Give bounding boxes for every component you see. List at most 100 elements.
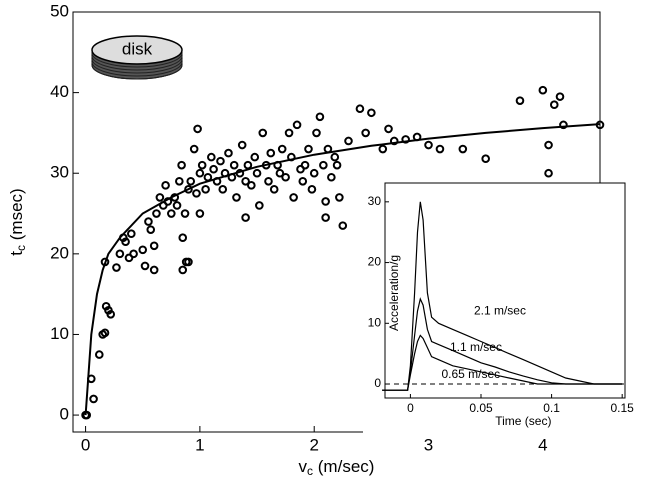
data-point — [201, 185, 210, 194]
data-point — [309, 168, 319, 178]
data-point — [319, 160, 328, 170]
data-point — [192, 189, 201, 198]
data-point — [115, 249, 125, 259]
data-point — [321, 197, 330, 206]
data-point — [435, 144, 445, 154]
data-point — [184, 257, 193, 267]
x-tick-label: 3 — [424, 435, 433, 454]
data-point — [161, 181, 170, 190]
data-point — [232, 193, 241, 202]
curve-label: 2.1 m/sec — [474, 303, 526, 317]
data-point — [458, 144, 468, 154]
disk-label: disk — [122, 39, 153, 58]
data-point — [389, 136, 399, 146]
data-point — [275, 168, 285, 178]
data-point — [264, 176, 273, 186]
data-point — [298, 176, 308, 186]
data-point — [149, 241, 159, 251]
fit-line — [84, 123, 601, 416]
disk-ridge — [91, 64, 183, 80]
data-point — [177, 160, 186, 170]
x-tick-label: 0.15 — [610, 401, 634, 415]
data-point — [189, 144, 199, 154]
disk-ridge — [91, 58, 183, 74]
y-tick-label: 10 — [50, 324, 69, 343]
accel-line — [382, 201, 623, 391]
data-point — [315, 112, 325, 122]
data-point — [184, 185, 193, 194]
data-point — [332, 160, 342, 170]
data-point — [266, 148, 276, 158]
data-point — [229, 160, 239, 170]
data-point — [144, 217, 153, 226]
data-point — [218, 185, 228, 194]
data-point — [241, 213, 250, 222]
x-axis-label-part: (m/sec) — [313, 457, 374, 476]
data-point — [167, 209, 176, 218]
disk-ridge — [91, 52, 183, 68]
data-point — [94, 350, 104, 359]
data-point — [361, 128, 370, 138]
data-point — [327, 172, 336, 182]
inset-background — [363, 183, 629, 433]
data-point — [180, 209, 190, 218]
data-point — [127, 229, 136, 238]
x-axis-label-part: v — [299, 457, 308, 476]
disk-icon — [91, 35, 183, 80]
accel-line — [382, 334, 623, 391]
data-point — [100, 328, 110, 338]
data-point — [89, 394, 98, 404]
data-point — [178, 265, 188, 275]
data-point — [300, 160, 310, 170]
data-point — [555, 92, 565, 101]
curve-label: 0.65 m/sec — [441, 367, 500, 381]
x-tick-label: 1 — [195, 435, 204, 454]
x-tick-label: 0 — [407, 401, 414, 415]
data-point — [121, 237, 130, 247]
data-point — [224, 148, 233, 158]
data-point — [243, 160, 253, 170]
data-point — [549, 100, 559, 110]
data-point — [307, 185, 317, 194]
y-axis-label: Acceleration/g — [387, 255, 401, 331]
curve-label: 1.1 m/sec — [450, 340, 502, 354]
data-point — [138, 245, 148, 255]
data-point — [277, 144, 287, 154]
data-point — [378, 144, 388, 154]
data-point — [203, 172, 213, 182]
y-tick-label: 20 — [368, 255, 382, 269]
data-point — [344, 136, 353, 146]
data-point — [146, 225, 156, 234]
data-point — [355, 104, 365, 114]
disk-ridge — [91, 55, 183, 71]
y-axis-label-part: (msec) — [7, 188, 26, 245]
inset-frame — [384, 182, 626, 399]
data-point — [216, 156, 225, 166]
x-axis-label-part: c — [307, 464, 313, 478]
data-point — [330, 152, 340, 162]
data-point — [178, 233, 188, 243]
data-point — [237, 140, 247, 150]
data-point — [155, 193, 165, 202]
disk-top — [91, 35, 183, 65]
y-tick-label: 0 — [60, 405, 69, 424]
x-tick-label: 2 — [309, 435, 318, 454]
data-point — [384, 124, 393, 134]
y-tick-label: 30 — [50, 163, 69, 182]
data-point — [559, 120, 568, 130]
y-axis-label-part: c — [14, 245, 28, 251]
data-point — [195, 209, 205, 218]
data-point — [207, 152, 216, 162]
data-point — [269, 185, 279, 194]
data-point — [241, 176, 250, 186]
data-point — [252, 168, 262, 178]
data-point — [197, 160, 207, 170]
data-point — [538, 85, 548, 95]
data-point — [195, 168, 205, 178]
data-point — [112, 263, 121, 272]
data-point — [193, 124, 202, 134]
data-point — [250, 152, 260, 162]
data-point — [129, 249, 138, 259]
data-point — [335, 193, 344, 202]
